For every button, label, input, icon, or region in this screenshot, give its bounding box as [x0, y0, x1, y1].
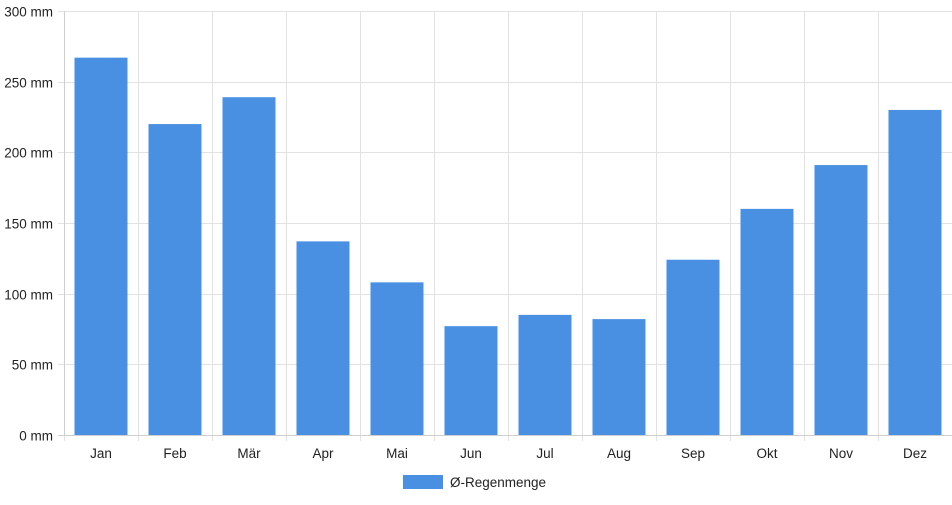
- x-tick-label: Jul: [536, 446, 553, 461]
- y-tick-label: 250 mm: [4, 76, 53, 91]
- y-tick-label: 200 mm: [4, 146, 53, 161]
- bar[interactable]: [296, 241, 350, 435]
- x-tick-label: Aug: [607, 446, 631, 461]
- bar[interactable]: [740, 208, 794, 435]
- x-tick-label: Sep: [681, 446, 705, 461]
- x-tick-label: Feb: [163, 446, 186, 461]
- bar[interactable]: [592, 319, 646, 435]
- bar[interactable]: [518, 314, 572, 435]
- x-tick-label: Dez: [903, 446, 927, 461]
- grid: [58, 11, 952, 441]
- bar[interactable]: [74, 57, 128, 435]
- x-tick-label: Apr: [312, 446, 334, 461]
- y-tick-label: 0 mm: [19, 429, 53, 444]
- bar[interactable]: [666, 259, 720, 435]
- legend-swatch: [403, 475, 443, 489]
- y-axis: 0 mm 50 mm 100 mm 150 mm 200 mm 250 mm 300 mm: [4, 5, 65, 444]
- bar[interactable]: [222, 97, 276, 436]
- bar[interactable]: [444, 326, 498, 435]
- x-tick-label: Mär: [237, 446, 261, 461]
- y-tick-label: 150 mm: [4, 217, 53, 232]
- x-tick-label: Nov: [829, 446, 853, 461]
- legend[interactable]: Ø-Regenmenge: [403, 475, 546, 490]
- legend-label: Ø-Regenmenge: [450, 475, 546, 490]
- bar[interactable]: [148, 124, 202, 436]
- y-tick-label: 300 mm: [4, 5, 53, 20]
- x-tick-label: Jun: [460, 446, 482, 461]
- x-tick-label: Mai: [386, 446, 408, 461]
- y-tick-label: 100 mm: [4, 288, 53, 303]
- y-tick-label: 50 mm: [12, 358, 53, 373]
- x-tick-label: Jan: [90, 446, 112, 461]
- x-tick-label: Okt: [756, 446, 777, 461]
- x-axis: Jan Feb Mär Apr Mai Jun Jul Aug Sep Okt Nov Dez: [58, 435, 952, 461]
- bar[interactable]: [888, 109, 942, 435]
- bar[interactable]: [814, 165, 868, 435]
- bars: [74, 57, 942, 436]
- bar[interactable]: [370, 282, 424, 435]
